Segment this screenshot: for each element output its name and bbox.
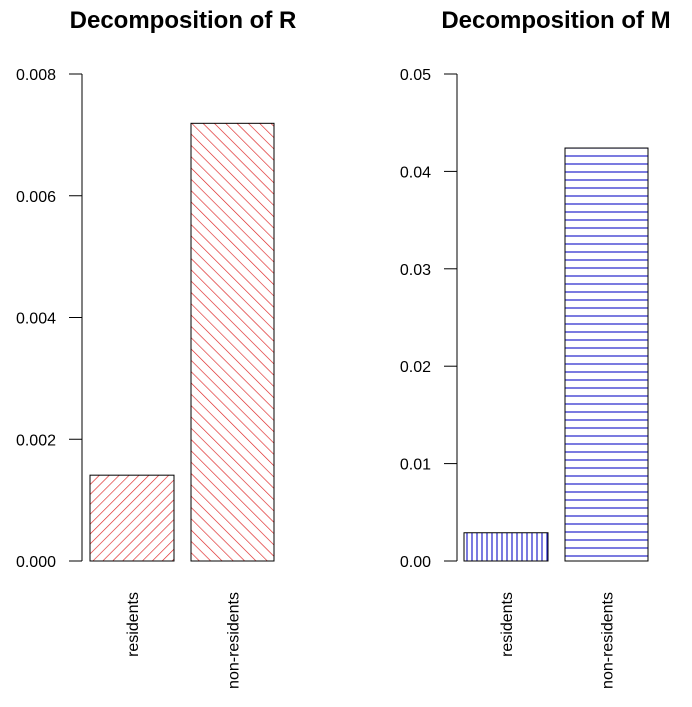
bar-r-non-residents bbox=[190, 122, 275, 562]
chart-panel-m: Decomposition of M 0.00 0.01 0.02 0.03 0.04 0.… bbox=[400, 7, 671, 689]
y-tick-label-r: 0.006 bbox=[16, 189, 56, 206]
bar-r-residents bbox=[89, 474, 175, 562]
category-label-m: residents bbox=[499, 592, 516, 657]
bar-m-residents bbox=[463, 532, 549, 562]
chart-title-m: Decomposition of M bbox=[441, 7, 670, 34]
y-tick-label-r: 0.002 bbox=[16, 432, 56, 449]
y-tick-label-r: 0.008 bbox=[16, 67, 56, 84]
chart-title-r: Decomposition of R bbox=[70, 7, 297, 34]
y-tick-label-m: 0.05 bbox=[400, 67, 431, 84]
category-label-m: non-residents bbox=[600, 592, 617, 689]
y-tick-label-m: 0.03 bbox=[400, 262, 431, 279]
bar-m-non-residents bbox=[564, 147, 649, 562]
category-label-r: non-residents bbox=[226, 592, 243, 689]
y-tick-label-m: 0.01 bbox=[400, 457, 431, 474]
y-tick-label-m: 0.04 bbox=[400, 164, 431, 181]
y-tick-label-m: 0.02 bbox=[400, 359, 431, 376]
chart-panel-r: Decomposition of R 0.000 0.002 0.004 0.006 0.… bbox=[16, 7, 296, 689]
y-tick-label-r: 0.000 bbox=[16, 554, 56, 571]
y-tick-label-r: 0.004 bbox=[16, 311, 56, 328]
category-label-r: residents bbox=[125, 592, 142, 657]
y-tick-label-m: 0.00 bbox=[400, 554, 431, 571]
